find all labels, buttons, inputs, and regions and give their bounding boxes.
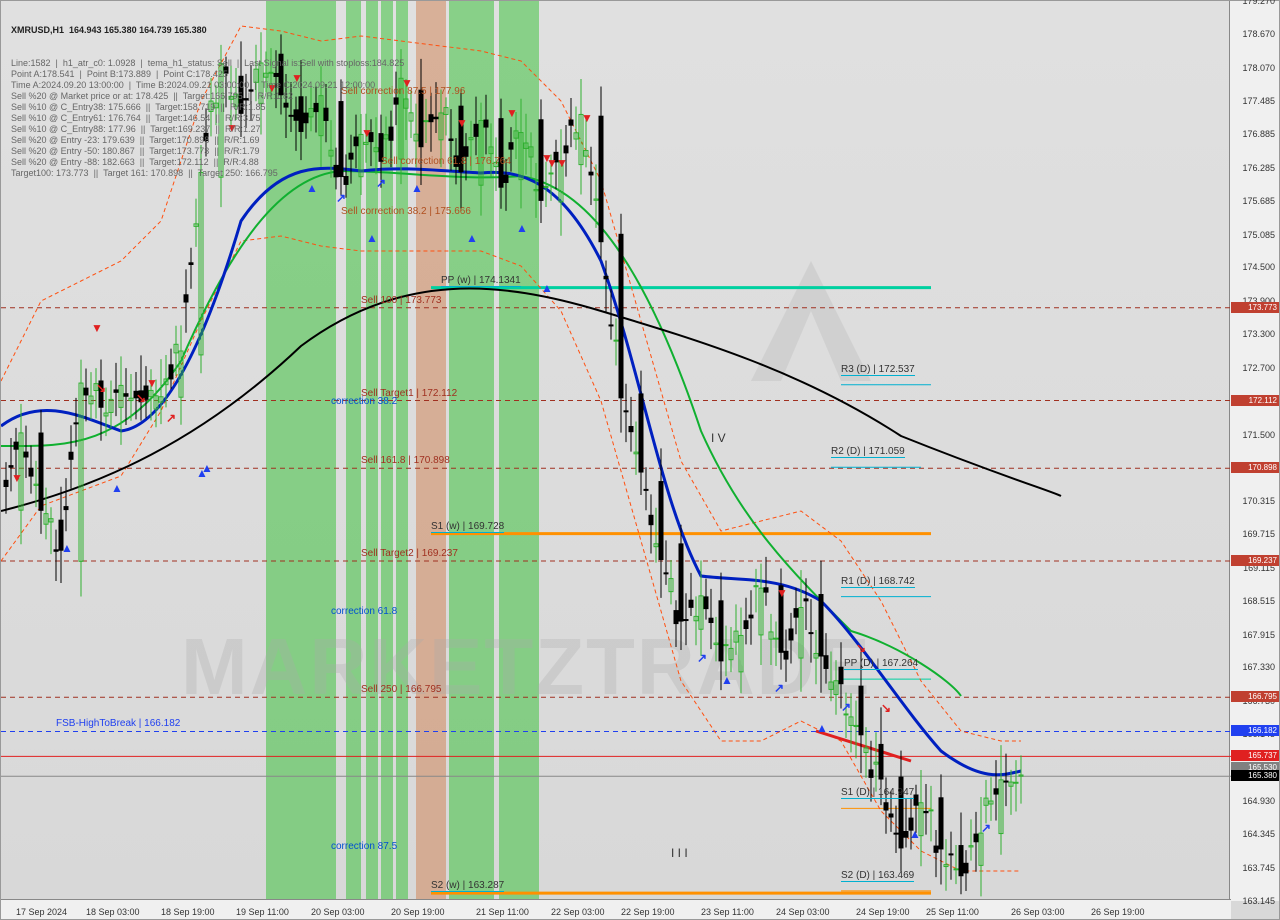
y-axis: 179.270178.670178.070177.485176.885176.2…: [1229, 1, 1279, 901]
chart-title: XMRUSD,H1 164.943 165.380 164.739 165.38…: [11, 25, 404, 36]
chart-info-header: XMRUSD,H1 164.943 165.380 164.739 165.38…: [11, 3, 404, 201]
x-axis: 17 Sep 202418 Sep 03:0018 Sep 19:0019 Se…: [1, 899, 1231, 919]
chart-container[interactable]: MARKETZTRADE ▼▲▼↘↘▲▼↗▲▲▼▼▼▲↗▼▲↗▼▲▼▲▼▲▼▼▲…: [0, 0, 1280, 920]
